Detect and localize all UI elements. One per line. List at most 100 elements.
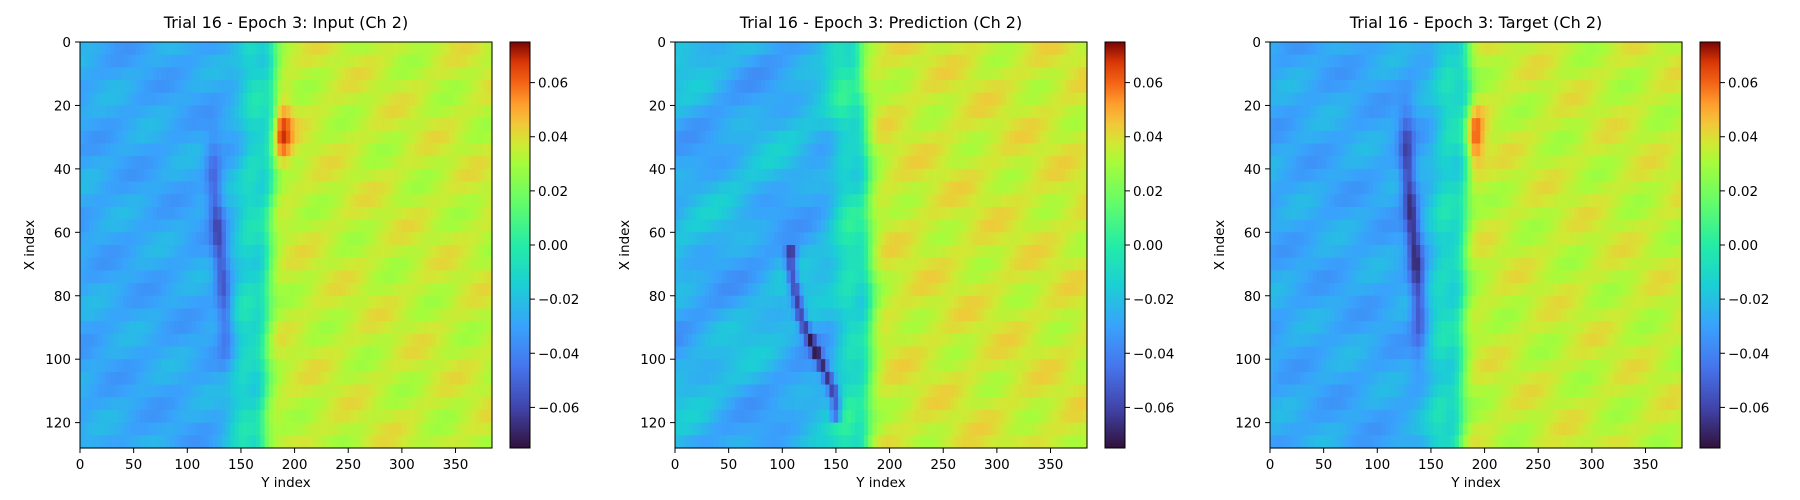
heatmap-cell xyxy=(183,257,188,271)
heatmap-cell xyxy=(1009,194,1015,208)
heatmap-cell xyxy=(1005,156,1011,170)
heatmap-cell xyxy=(949,130,955,145)
heatmap-cell xyxy=(105,118,111,132)
heatmap-cell xyxy=(812,118,818,132)
heatmap-cell xyxy=(208,181,214,195)
heatmap-cell xyxy=(436,156,442,170)
heatmap-cell xyxy=(932,42,938,56)
heatmap-cell xyxy=(440,206,446,221)
heatmap-cell xyxy=(453,232,459,246)
heatmap-cell xyxy=(479,181,485,195)
heatmap-cell xyxy=(200,54,206,68)
heatmap-cell xyxy=(717,143,723,157)
heatmap-cell xyxy=(820,219,826,233)
heatmap-cell xyxy=(414,295,420,310)
heatmap-cell xyxy=(131,333,137,348)
heatmap-cell xyxy=(264,181,270,195)
heatmap-cell xyxy=(303,435,309,449)
heatmap-cell xyxy=(277,232,283,246)
heatmap-cell xyxy=(376,435,382,449)
heatmap-cell xyxy=(80,143,85,157)
heatmap-cell xyxy=(988,42,994,56)
heatmap-cell xyxy=(709,118,715,132)
heatmap-cell xyxy=(371,206,377,221)
heatmap-cell xyxy=(105,245,111,259)
heatmap-cell xyxy=(157,371,163,386)
heatmap-cell xyxy=(790,92,796,107)
heatmap-cell xyxy=(769,206,775,221)
heatmap-cell xyxy=(911,270,916,284)
heatmap-cell xyxy=(389,397,394,411)
heatmap-cell xyxy=(962,206,968,221)
heatmap-cell xyxy=(144,118,150,132)
heatmap-cell xyxy=(739,219,745,233)
heatmap-cell xyxy=(975,206,981,221)
heatmap-cell xyxy=(234,257,240,271)
heatmap-cell xyxy=(1018,181,1024,195)
heatmap-cell xyxy=(709,283,715,297)
chart-title: Trial 16 - Epoch 3: Input (Ch 2) xyxy=(163,13,408,32)
heatmap-cell xyxy=(298,409,304,424)
heatmap-cell xyxy=(303,42,309,56)
heatmap-cell xyxy=(255,80,261,94)
heatmap-cell xyxy=(1018,118,1024,132)
heatmap-cell xyxy=(273,156,279,170)
heatmap-cell xyxy=(316,308,321,322)
heatmap-cell xyxy=(941,67,946,81)
heatmap-cell xyxy=(1039,67,1045,81)
heatmap-cell xyxy=(174,118,180,132)
heatmap-cell xyxy=(988,270,994,284)
heatmap-cell xyxy=(243,321,248,335)
heatmap-cell xyxy=(431,105,437,119)
heatmap-cell xyxy=(919,156,925,170)
heatmap-cell xyxy=(440,219,446,233)
heatmap-cell xyxy=(838,42,843,56)
heatmap-cell xyxy=(376,359,382,373)
heatmap-cell xyxy=(735,168,740,183)
heatmap-cell xyxy=(277,333,283,348)
heatmap-cell xyxy=(406,194,412,208)
heatmap-cell xyxy=(337,308,343,322)
heatmap-cell xyxy=(281,359,287,373)
heatmap-cell xyxy=(1035,42,1041,56)
heatmap-cell xyxy=(268,232,274,246)
heatmap-cell xyxy=(371,359,377,373)
heatmap-cell xyxy=(127,156,133,170)
heatmap-cell xyxy=(1044,130,1049,145)
heatmap-cell xyxy=(449,397,454,411)
heatmap-cell xyxy=(470,42,476,56)
heatmap-cell xyxy=(760,105,766,119)
heatmap-cell xyxy=(84,92,90,107)
heatmap-cell xyxy=(127,130,133,145)
heatmap-cell xyxy=(923,80,929,94)
heatmap-cell xyxy=(307,168,313,183)
heatmap-cell xyxy=(367,321,373,335)
heatmap-cell xyxy=(350,295,356,310)
heatmap-cell xyxy=(436,42,442,56)
heatmap-cell xyxy=(483,194,489,208)
heatmap-cell xyxy=(812,232,818,246)
heatmap-cell xyxy=(367,181,373,195)
heatmap-cell xyxy=(328,168,334,183)
colorbar-tick-label: −0.04 xyxy=(538,346,579,362)
heatmap-cell xyxy=(941,130,946,145)
heatmap-cell xyxy=(110,130,115,145)
heatmap-cell xyxy=(324,384,330,398)
heatmap-cell xyxy=(735,206,740,221)
heatmap-cell xyxy=(140,295,145,310)
heatmap-cell xyxy=(812,54,818,68)
heatmap-cell xyxy=(311,270,317,284)
heatmap-cell xyxy=(247,232,253,246)
heatmap-cell xyxy=(247,181,253,195)
heatmap-cell xyxy=(444,435,450,449)
heatmap-cell xyxy=(221,67,227,81)
heatmap-cell xyxy=(470,206,476,221)
heatmap-cell xyxy=(161,42,167,56)
heatmap-cell xyxy=(264,257,270,271)
heatmap-cell xyxy=(118,206,124,221)
heatmap-cell xyxy=(911,257,916,271)
heatmap-cell xyxy=(324,143,330,157)
heatmap-cell xyxy=(795,283,801,297)
heatmap-cell xyxy=(687,105,693,119)
heatmap-cell xyxy=(713,283,719,297)
